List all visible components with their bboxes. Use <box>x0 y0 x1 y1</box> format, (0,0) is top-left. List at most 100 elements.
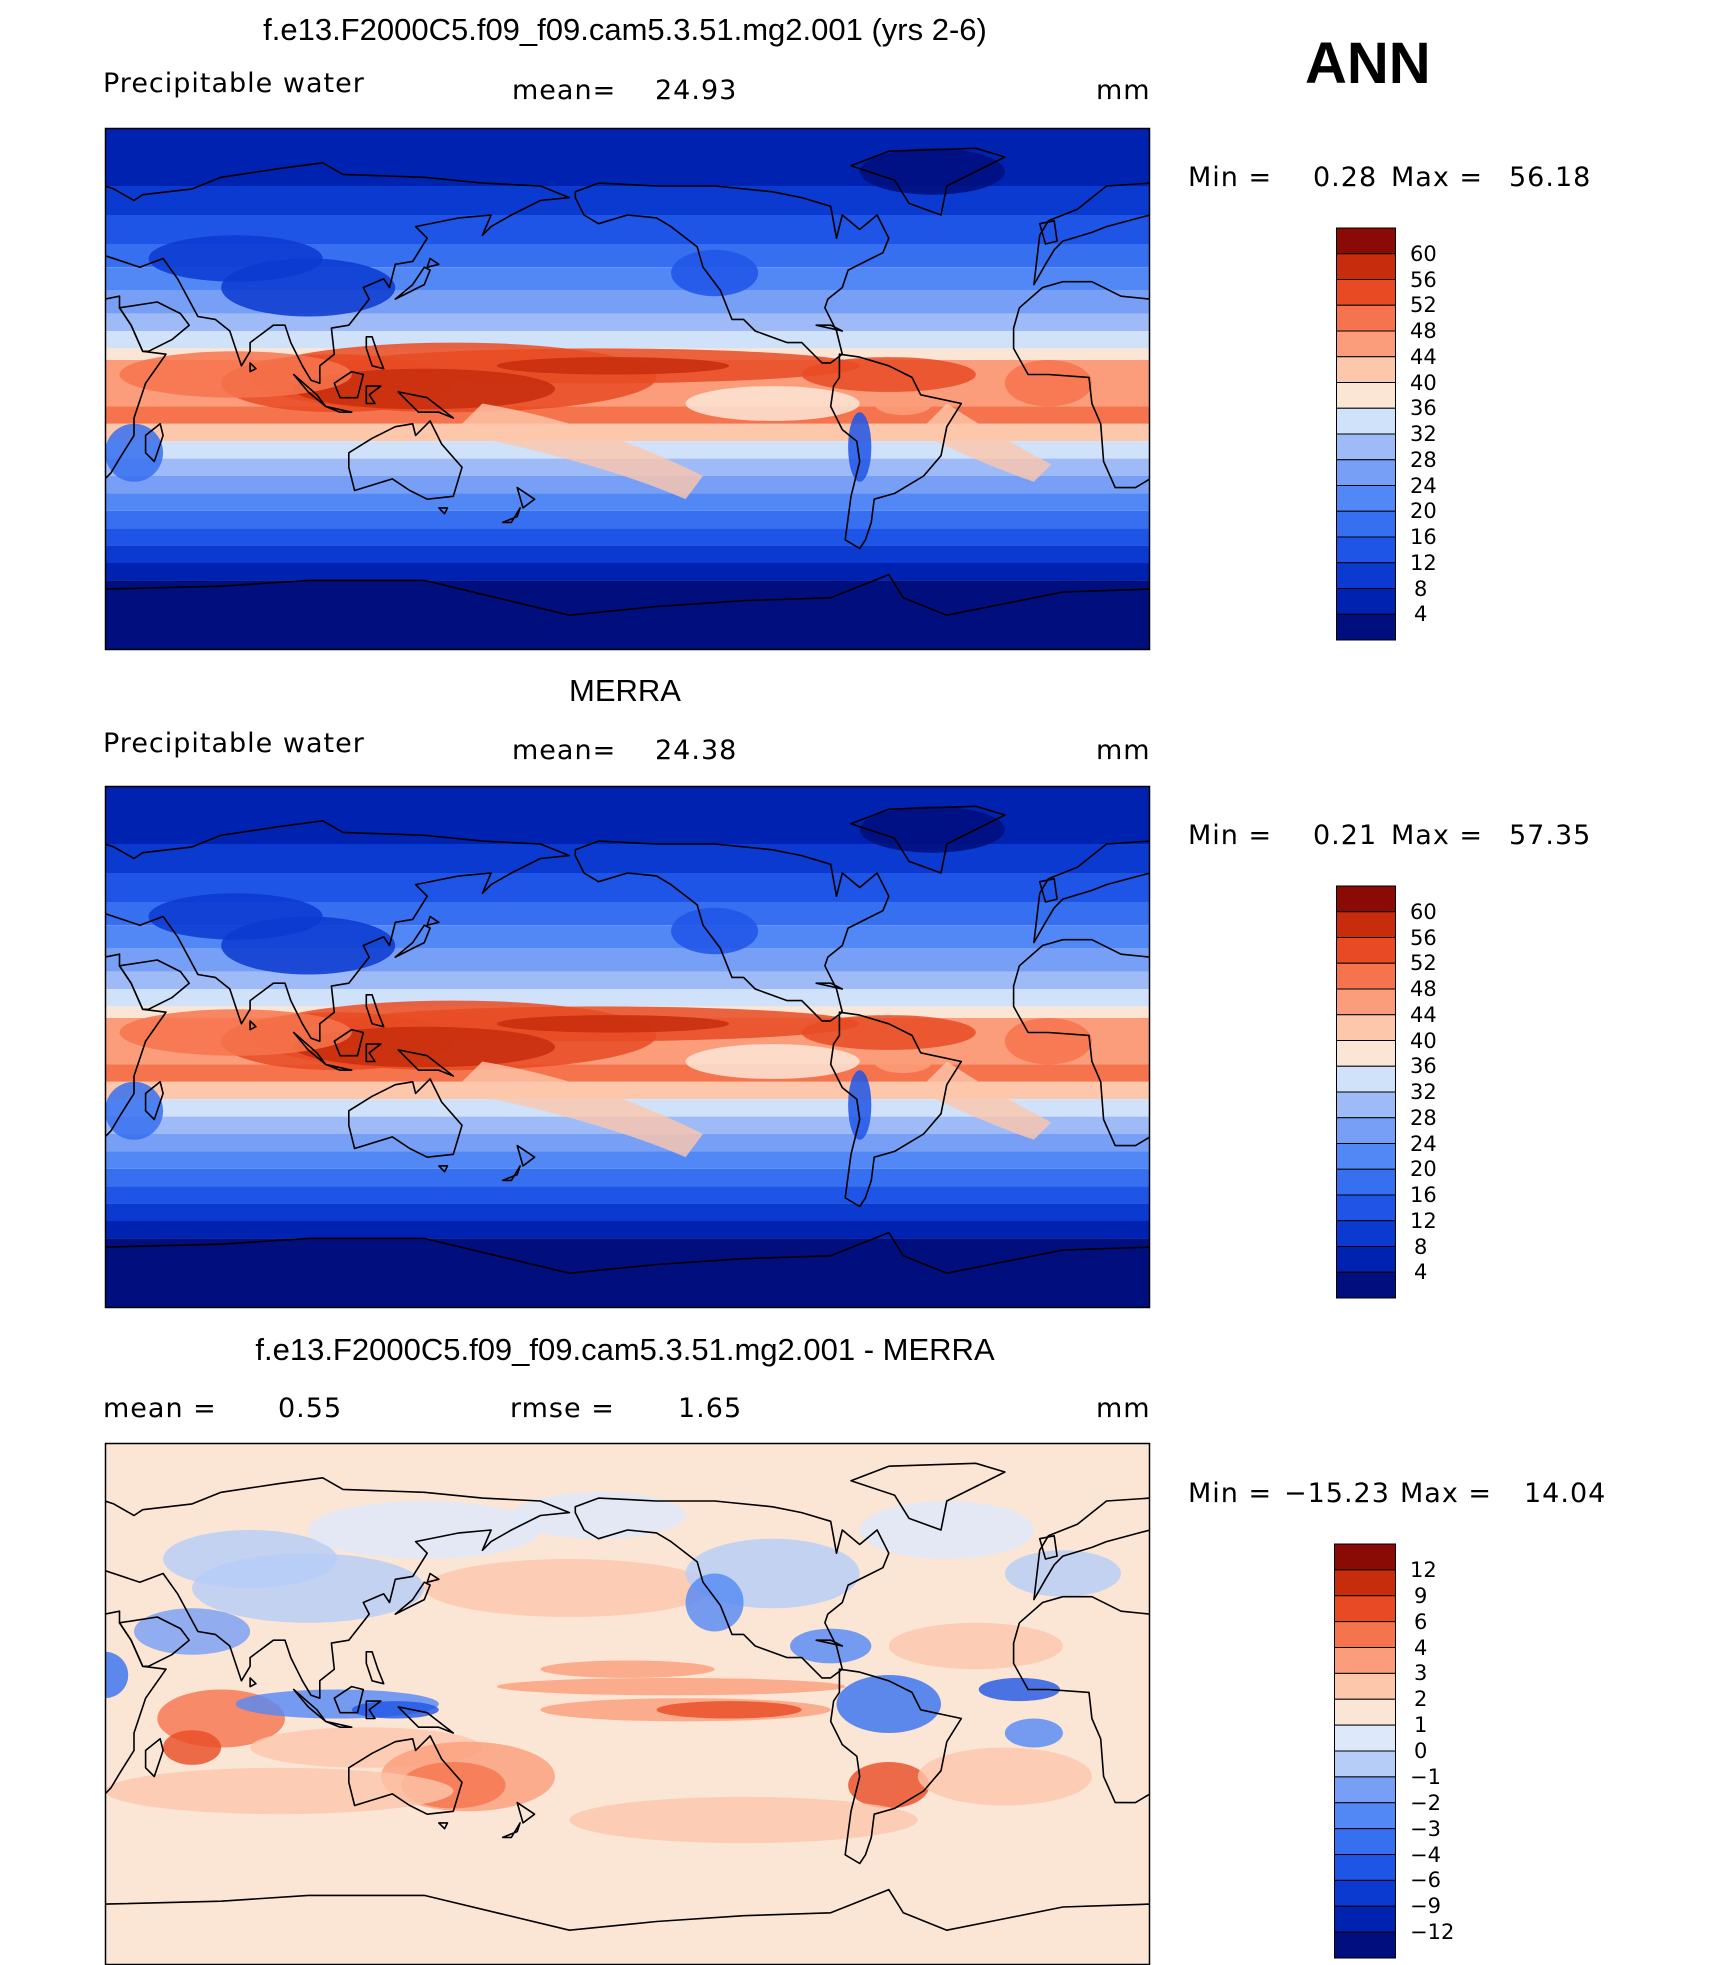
colorbar-tick-label: 40 <box>1410 1031 1437 1052</box>
colorbar-swatch <box>1337 537 1396 563</box>
colorbar-tick-label: −9 <box>1410 1896 1441 1917</box>
panel-1-max-value: 56.18 <box>1509 162 1591 193</box>
colorbar-tick-label: 0 <box>1414 1741 1427 1762</box>
colorbar-tick-label: 12 <box>1410 1211 1437 1232</box>
colorbar-swatch <box>1337 912 1396 938</box>
colorbar-swatch <box>1337 511 1396 537</box>
field-blob <box>1005 1550 1121 1596</box>
field-band <box>105 546 1150 563</box>
field-blob <box>497 1678 845 1695</box>
panel-2-max-value: 57.35 <box>1509 820 1591 851</box>
panel-3-rmse-value: 1.65 <box>678 1393 742 1424</box>
colorbar-tick-label: 52 <box>1410 953 1437 974</box>
field-band <box>105 1221 1150 1238</box>
panel-1-min-value: 0.28 <box>1313 162 1377 193</box>
panel-2-variable: Precipitable water <box>103 728 365 759</box>
colorbar-tick-label: 12 <box>1410 1560 1437 1581</box>
panel-3-units: mm <box>1096 1393 1151 1424</box>
colorbar-swatch <box>1335 1751 1396 1777</box>
colorbar-swatch <box>1335 1544 1396 1570</box>
panel-3-map <box>105 1443 1150 1965</box>
field-blob <box>860 1501 1034 1559</box>
field-blob <box>848 1762 929 1808</box>
colorbar-swatch <box>1335 1855 1396 1881</box>
colorbar-swatch <box>1335 1673 1396 1699</box>
colorbar-swatch <box>1337 383 1396 409</box>
colorbar-swatch <box>1337 460 1396 486</box>
colorbar-tick-label: 36 <box>1410 1056 1437 1077</box>
colorbar-tick-label: 4 <box>1414 604 1427 625</box>
panel-2-min-value: 0.21 <box>1313 820 1377 851</box>
panel-2-min-label: Min = <box>1188 820 1272 851</box>
colorbar-tick-label: 40 <box>1410 373 1437 394</box>
season-label: ANN <box>1305 30 1431 97</box>
field-blob <box>860 148 1005 194</box>
colorbar-tick-label: 44 <box>1410 347 1437 368</box>
field-blob <box>540 1661 714 1678</box>
field-blob <box>497 357 729 374</box>
panel-3-rmse-label: rmse = <box>510 1393 615 1424</box>
field-layer <box>82 1443 1150 1965</box>
field-band <box>105 186 1150 215</box>
colorbar-swatch <box>1335 1570 1396 1596</box>
field-band <box>105 1151 1150 1168</box>
panel-3-max-value: 14.04 <box>1524 1478 1606 1509</box>
field-blob <box>352 1701 439 1718</box>
colorbar-tick-label: 60 <box>1410 244 1437 265</box>
colorbar-tick-label: 56 <box>1410 928 1437 949</box>
colorbar-swatch <box>1335 1803 1396 1829</box>
colorbar-swatch <box>1337 1221 1396 1247</box>
panel-1-units: mm <box>1096 75 1151 106</box>
field-band <box>105 563 1150 580</box>
colorbar-tick-label: 32 <box>1410 1082 1437 1103</box>
panel-1-min-label: Min = <box>1188 162 1272 193</box>
colorbar-swatch <box>1337 1144 1396 1170</box>
field-blob <box>657 1701 802 1718</box>
colorbar-swatch <box>1337 1272 1396 1298</box>
panel-2-max-label: Max = <box>1391 820 1483 851</box>
colorbar-tick-label: 32 <box>1410 424 1437 445</box>
field-blob <box>1005 1719 1063 1748</box>
field-blob <box>889 1623 1063 1669</box>
colorbar-tick-label: −2 <box>1410 1793 1441 1814</box>
colorbar-tick-label: 44 <box>1410 1005 1437 1026</box>
colorbar-tick-label: 16 <box>1410 527 1437 548</box>
colorbar-tick-label: 20 <box>1410 501 1437 522</box>
colorbar-tick-label: −6 <box>1410 1870 1441 1891</box>
colorbar-swatch <box>1337 331 1396 357</box>
colorbar-swatch <box>1335 1596 1396 1622</box>
colorbar-swatch <box>1337 254 1396 280</box>
colorbar-swatch <box>1335 1777 1396 1803</box>
field-band <box>105 406 1150 423</box>
panel-1-map <box>105 128 1150 650</box>
colorbar-tick-label: 3 <box>1414 1663 1427 1684</box>
colorbar-tick-label: 1 <box>1414 1715 1427 1736</box>
colorbar-swatch <box>1337 280 1396 306</box>
panel-2-map <box>105 786 1150 1308</box>
colorbar-swatch <box>1335 1699 1396 1725</box>
colorbar-swatch <box>1337 938 1396 964</box>
colorbar-tick-label: 28 <box>1410 1108 1437 1129</box>
field-blob <box>671 250 758 296</box>
field-band <box>105 528 1150 545</box>
colorbar-swatch <box>1337 1092 1396 1118</box>
panel-3-mean-value: 0.55 <box>278 1393 342 1424</box>
field-blob <box>569 1797 917 1843</box>
colorbar-swatch <box>1337 589 1396 615</box>
field-band <box>105 1134 1150 1151</box>
field-band <box>105 972 1150 989</box>
colorbar-swatch <box>1335 1880 1396 1906</box>
panel-2-mean-label: mean= <box>512 735 616 766</box>
panel-1-variable: Precipitable water <box>103 68 365 99</box>
field-blob <box>120 1009 352 1055</box>
colorbar-swatch <box>1337 357 1396 383</box>
field-blob <box>671 908 758 954</box>
colorbar-swatch <box>1337 228 1396 254</box>
colorbar-swatch <box>1337 408 1396 434</box>
field-blob <box>120 351 352 397</box>
field-blob <box>848 1070 871 1140</box>
colorbar-swatch <box>1335 1906 1396 1932</box>
colorbar-tick-label: 4 <box>1414 1638 1427 1659</box>
field-layer <box>105 128 1150 650</box>
field-band <box>105 493 1150 510</box>
